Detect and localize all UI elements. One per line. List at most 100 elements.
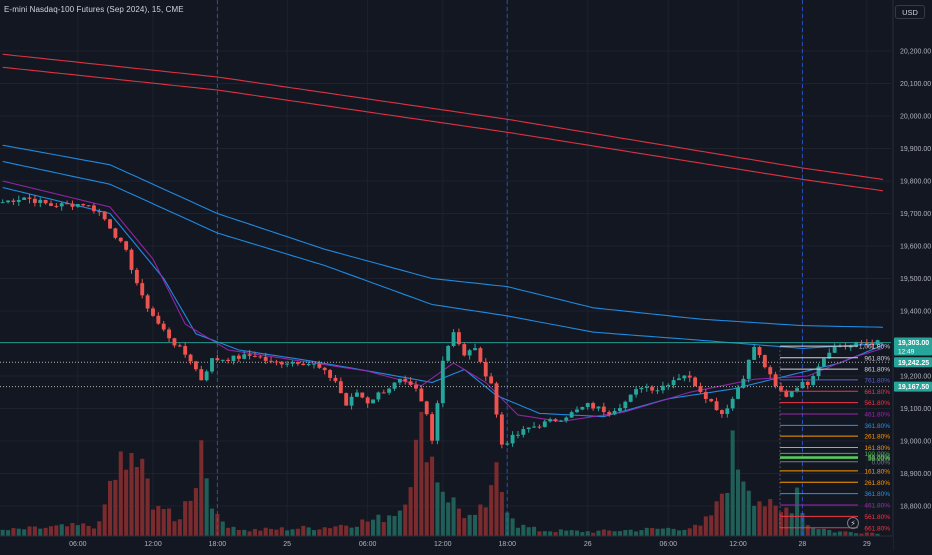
candle-body [864,342,869,344]
candle-body [91,205,96,212]
candle-body [795,388,800,392]
price-tick-label: 19,500.00 [900,276,931,283]
volume-bar [317,529,322,536]
candle-body [848,346,853,348]
volume-bar [381,522,386,536]
price-axis[interactable]: 18,800.00 18,900.00 19,000.00 19,100.00 19,2… [892,0,932,550]
price-tick-label: 20,200.00 [900,49,931,56]
fib-level-label: 561.80% [864,514,890,521]
volume-bar [752,505,757,536]
volume-bar [789,513,794,536]
candle-body [516,434,520,436]
time-tick-label: 18:00 [209,541,227,548]
volume-bar [258,530,263,536]
candle-body [344,393,349,406]
volume-bar [623,530,628,536]
price-tick-label: 19,200.00 [900,374,931,381]
volume-bar [542,531,547,536]
price-tag [894,357,932,368]
candle-body [875,340,880,345]
fib-level-label: 0.00% [872,459,891,466]
grid-lines [0,0,891,536]
candle-body [666,385,671,387]
price-tag-countdown: 12:49 [898,349,915,356]
lightning-icon[interactable]: ⚡ [847,517,859,529]
volume-bar [821,528,826,536]
volume-bar [800,512,805,536]
candle-body [585,403,590,408]
candle-body [746,359,751,379]
candle-body [752,347,757,360]
candle-body [741,378,746,388]
candle-body [607,412,612,415]
candle-body [478,348,483,362]
candle-body [22,197,27,200]
volume-bar [483,507,488,536]
price-tag-label: 19,167.50 [898,384,929,391]
volume-bar [242,529,247,536]
symbol-title[interactable]: E-mini Nasdaq-100 Futures (Sep 2024), 15… [4,5,184,14]
volume-bar [698,525,703,536]
volume-bar [252,529,257,536]
candle-body [161,323,166,330]
candle-body [639,387,644,390]
candle-body [376,392,381,400]
candle-body [757,347,762,356]
candle-body [279,361,284,365]
volume-bar [269,528,274,536]
volume-bar [301,525,306,536]
price-tick-label: 19,800.00 [900,179,931,186]
candle-body [145,295,150,309]
volume-bar [778,512,784,536]
candle-body [569,412,574,418]
candlesticks[interactable] [0,193,880,449]
candle-body [317,363,322,368]
volume-bar [773,505,778,536]
candle-body [199,369,204,381]
candle-body [231,355,236,361]
fibonacci-extension[interactable]: 1,061.80% 961.80% 861.80% 761.80% 661.80% 561… [779,344,891,533]
candle-body [687,375,692,378]
time-tick-label: 18:00 [498,541,516,548]
volume-bar [183,501,188,536]
candle-body [177,345,182,347]
candle-body [172,338,177,346]
volume-bar [167,508,172,536]
currency-badge[interactable]: USD [895,5,925,19]
volume-bar [591,532,596,536]
candle-body [258,356,263,358]
price-tick-label: 19,900.00 [900,146,931,153]
fib-level-label: 61.80% [868,454,890,461]
candle-body [193,361,198,370]
price-tick-label: 18,800.00 [900,504,931,511]
candle-body [494,383,499,415]
volume-bar [97,521,102,536]
volume-bar [209,508,215,536]
volume-bar [719,493,724,536]
volume-bar [38,528,43,536]
candle-body [102,211,107,220]
candle-body [805,381,810,385]
volume-bar [574,530,580,536]
candle-body [140,283,145,296]
volume-bar [75,525,80,536]
volume-bar [360,519,365,536]
candle-body [832,346,837,353]
candle-body [575,409,579,413]
time-tick-label: 06:00 [659,541,677,548]
time-axis[interactable]: 06:00 12:00 18:00 25 06:00 12:00 18:00 26 06:00 1… [0,535,893,550]
candle-body [816,366,821,377]
volume-bar [150,509,156,536]
volume-bar [263,527,268,536]
candle-body [134,269,139,284]
volume-bar [403,504,408,536]
volume-bar [370,519,376,536]
candle-body [628,394,633,402]
moving-average-line [2,144,883,328]
volume-bar [693,524,698,536]
volume-bar [569,530,574,536]
volume-bar [795,487,800,536]
candle-body [532,426,536,428]
